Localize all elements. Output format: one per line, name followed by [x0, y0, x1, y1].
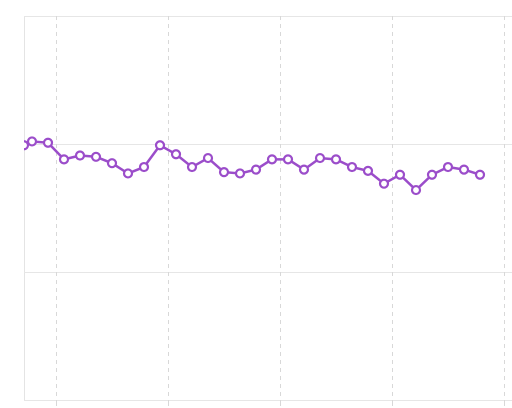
data-point — [218, 167, 230, 178]
data-point — [154, 140, 166, 151]
data-point — [394, 169, 406, 180]
series-line — [24, 140, 481, 192]
data-point — [362, 165, 374, 176]
data-point — [106, 158, 118, 169]
data-point — [282, 154, 294, 165]
data-point — [266, 154, 278, 165]
data-point — [202, 152, 214, 164]
data-point — [426, 169, 438, 180]
data-point — [42, 137, 54, 148]
data-point — [170, 149, 182, 160]
data-point — [24, 140, 30, 151]
data-point — [74, 150, 86, 161]
data-point — [314, 152, 326, 164]
data-point — [442, 161, 454, 173]
data-point — [330, 154, 342, 165]
plot-area — [24, 136, 486, 196]
data-point — [186, 161, 198, 173]
data-point — [90, 151, 102, 162]
data-point — [378, 178, 390, 189]
data-point — [458, 164, 470, 175]
data-point — [474, 169, 486, 180]
data-point — [58, 154, 70, 165]
data-point — [410, 184, 422, 196]
data-point — [122, 168, 134, 179]
data-point — [26, 136, 38, 147]
data-point — [298, 164, 310, 175]
data-point — [234, 168, 246, 179]
data-point — [346, 161, 358, 173]
data-point — [138, 161, 150, 173]
data-point — [250, 164, 262, 175]
